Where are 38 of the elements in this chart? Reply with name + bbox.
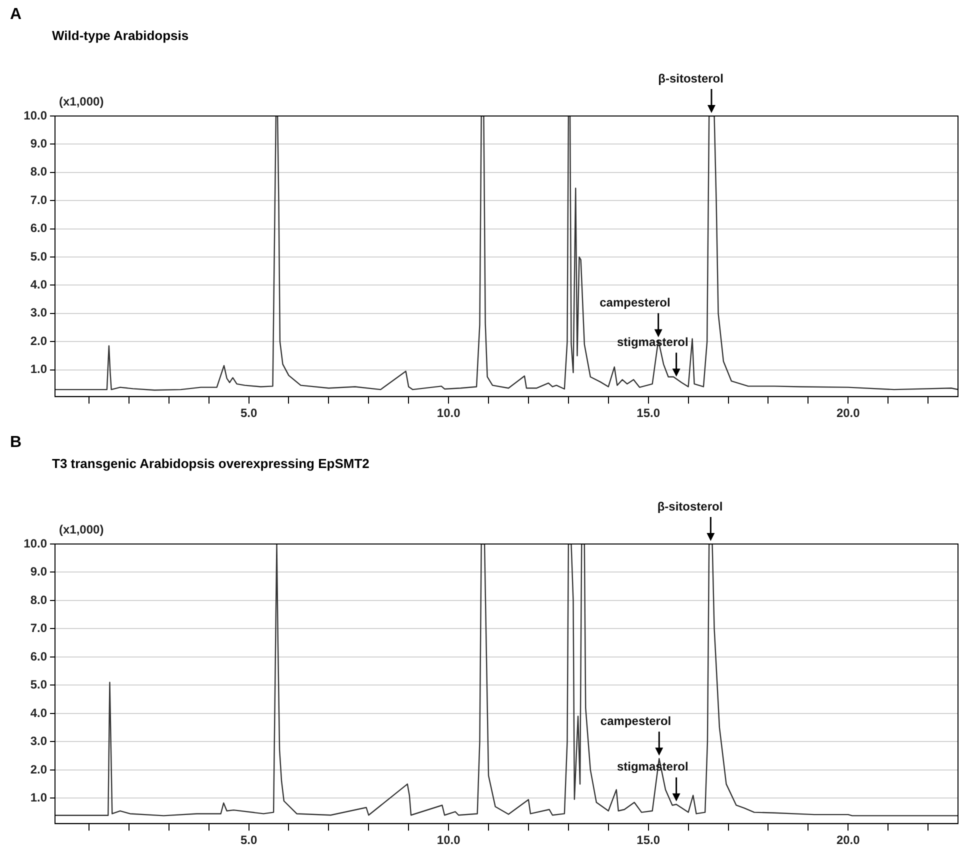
y-tick-label: 10.0 xyxy=(24,108,48,122)
chart-subtitle: Wild-type Arabidopsis xyxy=(52,28,189,43)
chart-title: B xyxy=(10,434,22,452)
y-tick-label: 1.0 xyxy=(30,790,48,804)
annotation: campesterol xyxy=(600,296,670,310)
y-axis-title: (x1,000) xyxy=(59,522,104,536)
annotation: β-sitosterol xyxy=(658,71,724,86)
annotation: campesterol xyxy=(600,714,672,728)
chart-title: A xyxy=(10,6,22,24)
y-tick-label: 8.0 xyxy=(30,592,48,607)
x-tick-label: 15.0 xyxy=(636,406,660,420)
y-axis-title: (x1,000) xyxy=(59,94,104,108)
annotation: β-sitosterol xyxy=(657,499,723,514)
y-tick-label: 2.0 xyxy=(30,762,48,776)
y-tick-label: 7.0 xyxy=(30,192,48,207)
y-tick-label: 3.0 xyxy=(30,306,48,320)
x-tick-label: 20.0 xyxy=(836,833,860,848)
y-tick-label: 2.0 xyxy=(30,334,48,348)
x-tick-label: 10.0 xyxy=(436,406,461,420)
x-tick-label: 20.0 xyxy=(836,406,860,420)
x-tick-label: 5.0 xyxy=(240,406,258,420)
y-tick-label: 9.0 xyxy=(30,564,48,579)
y-tick-label: 9.0 xyxy=(30,136,48,151)
y-tick-label: 4.0 xyxy=(30,278,48,292)
x-tick-label: 5.0 xyxy=(240,833,258,848)
y-tick-label: 6.0 xyxy=(30,649,48,664)
y-tick-label: 10.0 xyxy=(24,536,48,550)
chart-subtitle: T3 transgenic Arabidopsis overexpressing EpSMT2 xyxy=(52,456,370,471)
y-tick-label: 8.0 xyxy=(30,164,48,179)
y-tick-label: 3.0 xyxy=(30,734,48,748)
x-tick-label: 10.0 xyxy=(436,833,461,848)
y-tick-label: 5.0 xyxy=(30,249,48,264)
y-tick-label: 7.0 xyxy=(30,621,48,636)
y-tick-label: 5.0 xyxy=(30,678,48,692)
x-tick-label: 15.0 xyxy=(636,833,660,848)
y-tick-label: 1.0 xyxy=(30,362,48,376)
y-tick-label: 4.0 xyxy=(30,706,48,720)
y-tick-label: 6.0 xyxy=(30,221,48,236)
